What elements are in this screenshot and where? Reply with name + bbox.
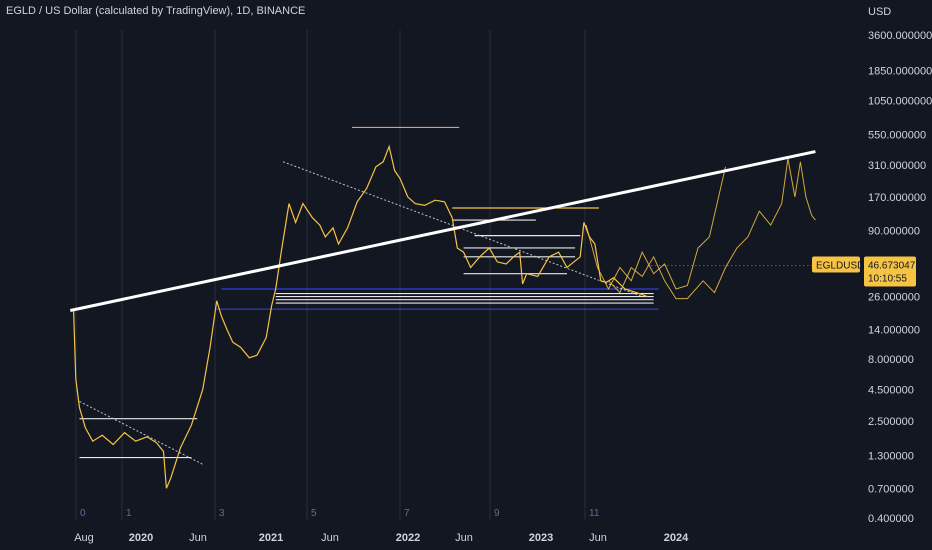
price-tag-countdown: 10:10:55 xyxy=(868,274,907,285)
x-tick-label: Aug xyxy=(74,532,94,544)
cycle-label: 1 xyxy=(126,508,132,519)
price-tag xyxy=(864,256,916,287)
y-tick-label: 1050.000000 xyxy=(868,95,932,107)
symbol-tag xyxy=(812,256,860,273)
price-line xyxy=(73,144,648,489)
y-tick-label: 4.500000 xyxy=(868,385,914,397)
x-tick-label: 2024 xyxy=(664,532,689,544)
cycle-label: 9 xyxy=(494,508,500,519)
y-tick-label: 0.400000 xyxy=(868,513,914,525)
cycle-label: 7 xyxy=(404,508,410,519)
y-tick-label: 3600.000000 xyxy=(868,30,932,42)
x-tick-label: 2020 xyxy=(129,532,153,544)
fractal-overlay-line xyxy=(608,158,816,300)
cycle-label: 3 xyxy=(219,508,225,519)
x-tick-label: Jun xyxy=(321,532,339,544)
y-tick-label: 2.500000 xyxy=(868,416,914,428)
y-tick-label: 90.000000 xyxy=(868,226,920,238)
y-tick-label: 26.000000 xyxy=(868,292,920,304)
cycle-label: 0 xyxy=(80,508,86,519)
y-unit-label: USD xyxy=(868,6,891,18)
symbol-tag-label: EGLDUSD xyxy=(816,261,864,272)
x-tick-label: 2023 xyxy=(529,532,553,544)
y-tick-label: 170.000000 xyxy=(868,192,926,204)
x-tick-label: 2021 xyxy=(259,532,283,544)
y-tick-label: 14.000000 xyxy=(868,324,920,336)
y-tick-label: 1850.000000 xyxy=(868,65,932,77)
price-tag-value: 46.673047 xyxy=(868,261,916,272)
cycle-label: 11 xyxy=(589,508,600,519)
y-tick-label: 0.700000 xyxy=(868,483,914,495)
x-tick-label: 2022 xyxy=(396,532,420,544)
x-tick-label: Jun xyxy=(589,532,607,544)
cycle-label: 5 xyxy=(311,508,317,519)
y-tick-label: 1.300000 xyxy=(868,450,914,462)
y-tick-label: 310.000000 xyxy=(868,160,926,172)
x-tick-label: Jun xyxy=(189,532,207,544)
chart-title: EGLD / US Dollar (calculated by TradingV… xyxy=(6,5,306,17)
x-tick-label: Jun xyxy=(455,532,473,544)
main-trend-line xyxy=(69,150,816,312)
y-tick-label: 8.000000 xyxy=(868,354,914,366)
y-tick-label: 550.000000 xyxy=(868,130,926,142)
fractal-overlay-line xyxy=(585,166,726,291)
diagonal-trend-line xyxy=(282,161,643,298)
diagonal-trend-line xyxy=(79,400,203,465)
